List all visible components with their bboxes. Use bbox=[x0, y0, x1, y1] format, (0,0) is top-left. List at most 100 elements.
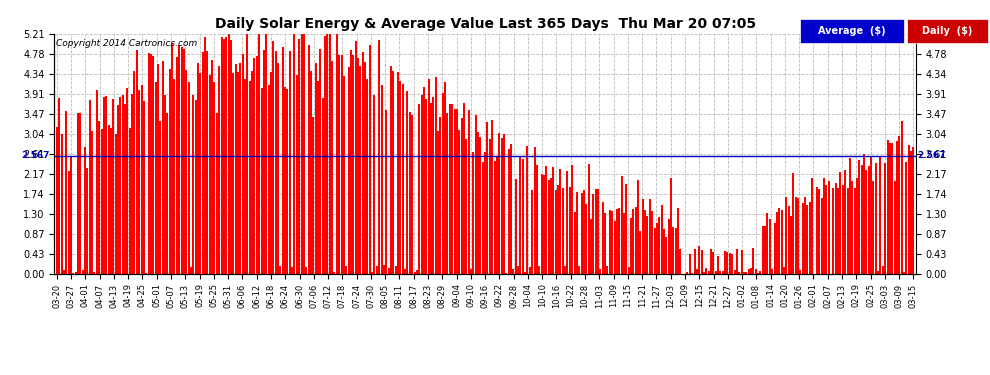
Bar bbox=[564, 266, 566, 274]
Bar bbox=[364, 62, 366, 274]
Bar bbox=[734, 270, 736, 274]
Bar bbox=[470, 269, 472, 274]
Bar bbox=[698, 246, 700, 274]
Bar bbox=[453, 109, 455, 274]
Bar bbox=[846, 188, 848, 274]
Bar bbox=[202, 52, 204, 274]
Bar bbox=[317, 81, 319, 274]
Bar bbox=[347, 68, 349, 274]
Bar bbox=[894, 181, 896, 274]
Bar bbox=[623, 213, 625, 274]
Bar bbox=[270, 72, 272, 274]
Bar bbox=[602, 202, 604, 274]
Bar bbox=[571, 165, 573, 274]
Bar bbox=[435, 77, 437, 274]
Bar bbox=[508, 149, 510, 274]
Bar bbox=[122, 95, 124, 274]
Bar bbox=[84, 147, 86, 274]
Bar bbox=[821, 198, 823, 274]
Bar bbox=[223, 39, 225, 274]
Bar bbox=[136, 50, 138, 274]
Bar bbox=[913, 147, 915, 274]
Bar bbox=[788, 206, 790, 274]
Bar bbox=[759, 272, 761, 274]
Bar bbox=[455, 109, 457, 274]
Bar bbox=[331, 61, 334, 274]
Bar bbox=[421, 95, 423, 274]
Bar bbox=[776, 212, 778, 274]
Bar bbox=[532, 190, 534, 274]
Bar bbox=[644, 210, 646, 274]
Bar bbox=[665, 237, 667, 274]
Bar bbox=[614, 221, 616, 274]
Bar bbox=[98, 122, 100, 274]
Bar bbox=[376, 266, 378, 274]
Bar bbox=[89, 99, 91, 274]
Bar bbox=[253, 57, 255, 274]
Bar bbox=[597, 189, 599, 274]
Bar bbox=[491, 120, 493, 274]
Bar bbox=[346, 266, 347, 274]
Bar bbox=[679, 249, 681, 274]
Bar bbox=[694, 249, 696, 274]
Bar bbox=[62, 270, 65, 274]
Bar bbox=[865, 170, 867, 274]
Bar bbox=[440, 117, 442, 274]
Bar bbox=[816, 187, 818, 274]
Bar bbox=[183, 49, 185, 274]
Bar bbox=[489, 139, 491, 274]
Bar bbox=[426, 99, 428, 274]
Bar bbox=[371, 272, 373, 274]
Bar bbox=[910, 151, 912, 274]
Bar bbox=[648, 199, 650, 274]
Bar bbox=[322, 98, 324, 274]
Bar bbox=[498, 133, 500, 274]
Bar bbox=[341, 55, 343, 274]
Bar bbox=[354, 40, 356, 274]
Bar bbox=[237, 72, 239, 274]
Bar bbox=[710, 249, 712, 274]
Bar bbox=[146, 273, 148, 274]
Bar bbox=[312, 117, 314, 274]
Bar bbox=[277, 63, 279, 274]
Bar bbox=[86, 168, 88, 274]
Bar bbox=[722, 271, 724, 274]
Bar bbox=[279, 266, 281, 274]
Bar bbox=[604, 213, 606, 274]
Bar bbox=[750, 268, 752, 274]
Bar bbox=[884, 163, 886, 274]
Bar bbox=[204, 37, 206, 274]
Bar bbox=[91, 130, 93, 274]
Text: Copyright 2014 Cartronics.com: Copyright 2014 Cartronics.com bbox=[56, 39, 197, 48]
Bar bbox=[171, 43, 173, 274]
Bar bbox=[802, 203, 804, 274]
Bar bbox=[320, 49, 322, 274]
Bar bbox=[291, 267, 293, 274]
Bar bbox=[437, 131, 439, 274]
Bar bbox=[842, 186, 843, 274]
Bar bbox=[380, 85, 382, 274]
Bar bbox=[670, 178, 672, 274]
Bar bbox=[115, 134, 117, 274]
Bar bbox=[361, 52, 363, 274]
Bar bbox=[879, 157, 881, 274]
Bar bbox=[677, 209, 679, 274]
Bar bbox=[633, 209, 635, 274]
Bar bbox=[754, 269, 756, 274]
Bar bbox=[228, 34, 230, 274]
Bar bbox=[503, 134, 505, 274]
Bar bbox=[148, 53, 149, 274]
Bar bbox=[870, 156, 872, 274]
Bar bbox=[745, 272, 747, 274]
Bar bbox=[550, 178, 552, 274]
Bar bbox=[267, 85, 269, 274]
Bar bbox=[310, 71, 312, 274]
Bar bbox=[840, 172, 842, 274]
Bar bbox=[214, 82, 216, 274]
Bar bbox=[720, 270, 722, 274]
Bar bbox=[689, 254, 691, 274]
Bar bbox=[263, 51, 265, 274]
Bar bbox=[274, 51, 276, 274]
Bar bbox=[352, 56, 354, 274]
Bar bbox=[635, 207, 637, 274]
